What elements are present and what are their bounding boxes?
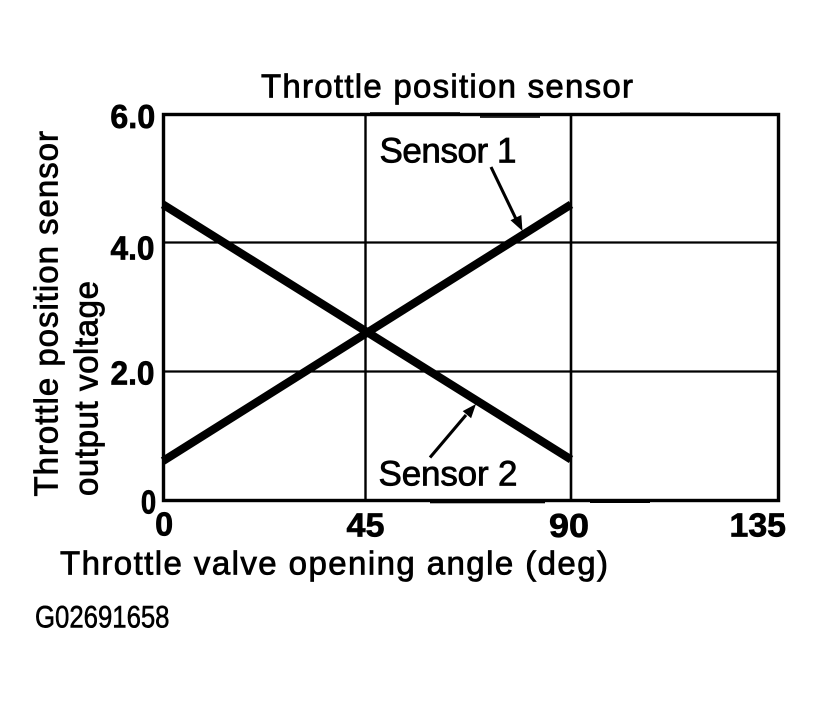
svg-text:4.0: 4.0	[111, 229, 155, 266]
svg-text:Sensor 1: Sensor 1	[380, 132, 517, 171]
svg-text:output voltage: output voltage	[68, 281, 105, 496]
svg-text:6.0: 6.0	[110, 98, 155, 135]
svg-text:G02691658: G02691658	[35, 599, 170, 635]
svg-text:Throttle position sensor: Throttle position sensor	[28, 131, 65, 497]
svg-text:2.0: 2.0	[111, 355, 155, 392]
svg-text:Throttle valve opening angle (: Throttle valve opening angle (deg)	[60, 545, 608, 582]
svg-text:Sensor 2: Sensor 2	[379, 455, 518, 494]
svg-text:0: 0	[155, 505, 173, 542]
svg-text:45: 45	[347, 506, 385, 543]
svg-text:Throttle position sensor: Throttle position sensor	[261, 68, 633, 105]
svg-text:135: 135	[730, 506, 787, 543]
svg-text:0: 0	[141, 484, 156, 521]
svg-text:90: 90	[549, 507, 589, 544]
